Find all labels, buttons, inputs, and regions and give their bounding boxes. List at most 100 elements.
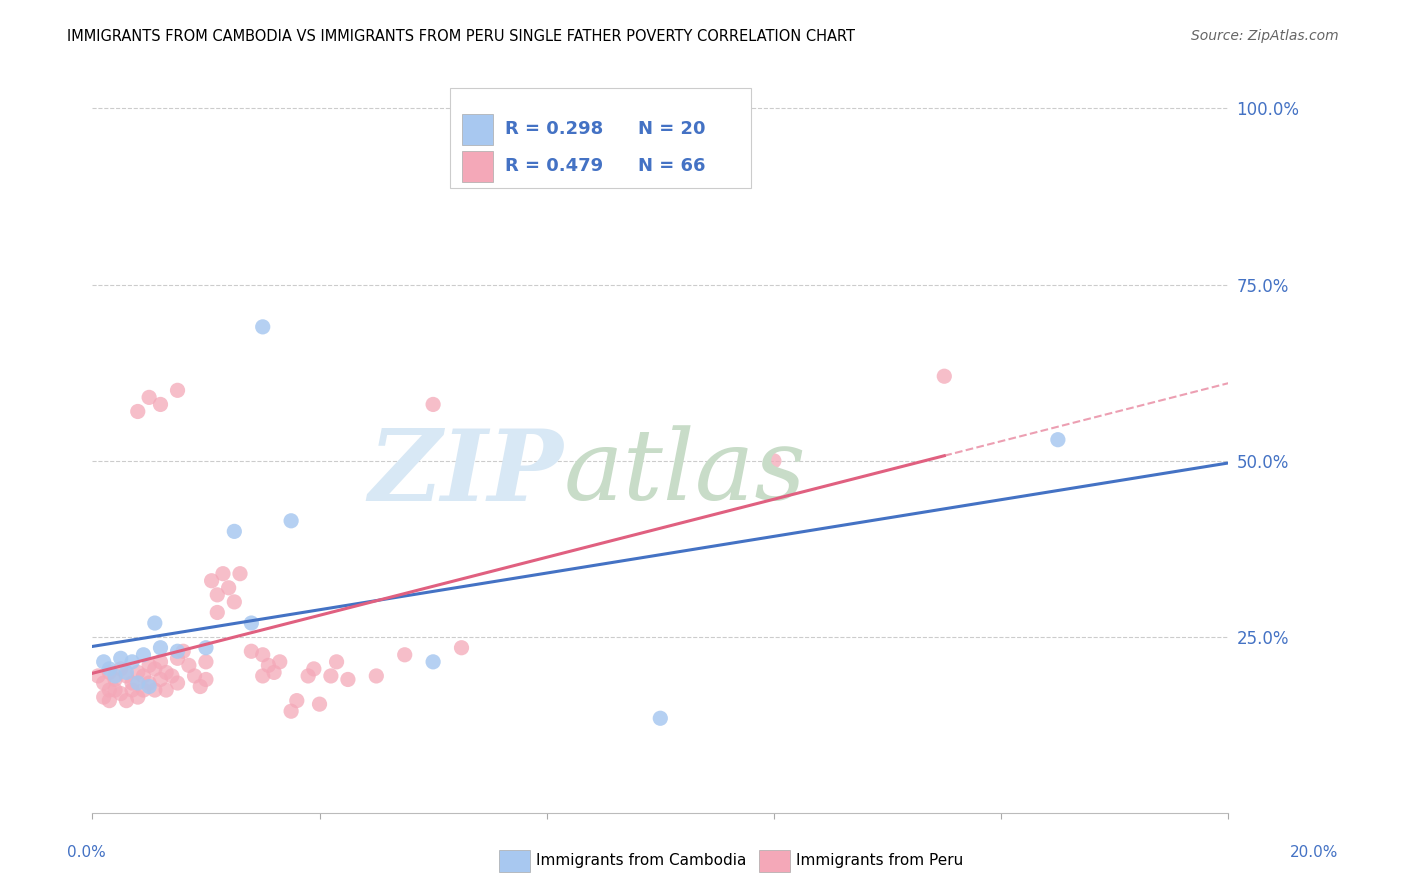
Point	[934, 369, 956, 384]
Point	[127, 404, 149, 418]
Text: Immigrants from Peru: Immigrants from Peru	[796, 854, 963, 868]
Point	[132, 683, 155, 698]
Point	[127, 690, 149, 705]
Point	[177, 658, 200, 673]
Point	[138, 676, 160, 690]
Text: R = 0.298: R = 0.298	[505, 120, 603, 137]
Point	[366, 669, 388, 683]
Point	[149, 397, 172, 411]
Point	[285, 693, 308, 707]
Point	[110, 662, 132, 676]
Point	[183, 669, 205, 683]
Point	[336, 673, 359, 687]
Point	[240, 644, 263, 658]
Point	[229, 566, 252, 581]
Point	[422, 397, 444, 411]
Point	[98, 683, 121, 698]
Point	[166, 676, 188, 690]
Point	[138, 680, 160, 694]
Text: Source: ZipAtlas.com: Source: ZipAtlas.com	[1191, 29, 1339, 43]
Point	[201, 574, 224, 588]
Point	[1046, 433, 1069, 447]
Point	[143, 683, 166, 698]
Point	[166, 651, 188, 665]
Point	[166, 384, 188, 398]
Point	[138, 658, 160, 673]
Point	[325, 655, 347, 669]
Point	[252, 319, 274, 334]
Point	[207, 606, 229, 620]
Text: Immigrants from Cambodia: Immigrants from Cambodia	[536, 854, 747, 868]
Point	[93, 690, 115, 705]
Point	[127, 676, 149, 690]
Point	[252, 669, 274, 683]
Text: N = 66: N = 66	[637, 156, 704, 175]
Point	[132, 648, 155, 662]
Point	[280, 704, 302, 718]
Point	[212, 566, 235, 581]
Point	[194, 655, 217, 669]
Point	[149, 640, 172, 655]
Point	[115, 669, 138, 683]
Point	[98, 693, 121, 707]
Point	[98, 665, 121, 680]
FancyBboxPatch shape	[450, 87, 751, 187]
Text: ZIP: ZIP	[368, 425, 564, 521]
Text: atlas: atlas	[564, 425, 807, 521]
Point	[155, 665, 177, 680]
Point	[650, 711, 672, 725]
Point	[166, 644, 188, 658]
Point	[87, 669, 110, 683]
Point	[138, 390, 160, 404]
Text: R = 0.479: R = 0.479	[505, 156, 603, 175]
Point	[194, 640, 217, 655]
Point	[104, 669, 127, 683]
Point	[93, 676, 115, 690]
Point	[143, 662, 166, 676]
Point	[143, 615, 166, 630]
Point	[121, 676, 143, 690]
Point	[155, 683, 177, 698]
FancyBboxPatch shape	[461, 113, 494, 145]
Point	[194, 673, 217, 687]
Point	[104, 683, 127, 698]
Point	[450, 640, 472, 655]
Text: 0.0%: 0.0%	[67, 846, 107, 860]
Point	[319, 669, 342, 683]
Text: IMMIGRANTS FROM CAMBODIA VS IMMIGRANTS FROM PERU SINGLE FATHER POVERTY CORRELATI: IMMIGRANTS FROM CAMBODIA VS IMMIGRANTS F…	[67, 29, 855, 44]
Point	[172, 644, 194, 658]
FancyBboxPatch shape	[461, 151, 494, 182]
Point	[110, 651, 132, 665]
Point	[252, 648, 274, 662]
Point	[149, 655, 172, 669]
Point	[98, 662, 121, 676]
Point	[218, 581, 240, 595]
Point	[297, 669, 319, 683]
Point	[422, 655, 444, 669]
Point	[762, 454, 785, 468]
Point	[93, 655, 115, 669]
Point	[160, 669, 183, 683]
Point	[121, 655, 143, 669]
Point	[240, 615, 263, 630]
Point	[308, 697, 330, 711]
Point	[302, 662, 325, 676]
Point	[188, 680, 211, 694]
Text: N = 20: N = 20	[637, 120, 704, 137]
Point	[110, 687, 132, 701]
Point	[394, 648, 416, 662]
Point	[127, 665, 149, 680]
Text: 20.0%: 20.0%	[1291, 846, 1339, 860]
Point	[104, 673, 127, 687]
Point	[115, 693, 138, 707]
Point	[280, 514, 302, 528]
Point	[224, 595, 246, 609]
Point	[257, 658, 280, 673]
Point	[207, 588, 229, 602]
Point	[132, 669, 155, 683]
Point	[115, 665, 138, 680]
Point	[149, 673, 172, 687]
Point	[263, 665, 285, 680]
Point	[121, 683, 143, 698]
Point	[224, 524, 246, 539]
